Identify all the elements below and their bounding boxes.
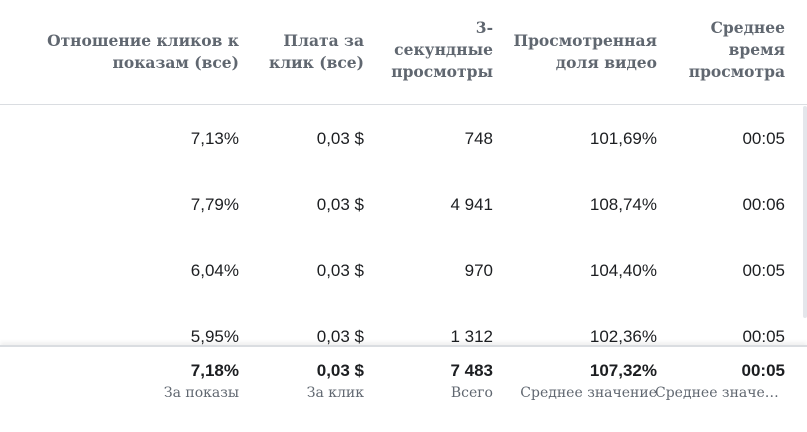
column-header-video-watched-share[interactable]: Просмотренная доля видео: [513, 31, 657, 72]
cell-cpc: 0,03 $: [316, 327, 364, 346]
table-row[interactable]: 5,95% 0,03 $ 1 312 102,36% 00:05: [0, 304, 807, 370]
cell-ctr: 6,04%: [190, 261, 239, 280]
cell-cpc: 0,03 $: [316, 129, 364, 148]
cell-3s-views: 748: [464, 129, 493, 148]
cell-avg-watch-time: 00:05: [742, 327, 785, 346]
total-video-watched-share-value: 107,32%: [589, 361, 657, 380]
cell-cpc: 0,03 $: [316, 195, 364, 214]
cell-ctr: 5,95%: [190, 327, 239, 346]
total-avg-watch-time-value: 00:05: [741, 361, 785, 380]
cell-avg-watch-time: 00:05: [742, 261, 785, 280]
vertical-scrollbar[interactable]: [803, 106, 807, 318]
cell-ctr: 7,79%: [190, 195, 239, 214]
column-header-avg-watch-time[interactable]: Среднее время просмотра: [688, 18, 785, 81]
cell-video-watched-share: 108,74%: [589, 195, 657, 214]
cell-avg-watch-time: 00:05: [742, 129, 785, 148]
total-avg-watch-time-label: Среднее значен…: [655, 385, 785, 401]
cell-video-watched-share: 101,69%: [589, 129, 657, 148]
total-cpc-value: 0,03 $: [316, 361, 364, 380]
total-ctr-value: 7,18%: [190, 361, 239, 380]
column-header-ctr[interactable]: Отношение кликов к показам (все): [47, 31, 239, 72]
totals-row: 7,18% За показы 0,03 $ За клик 7 483 Все…: [0, 345, 807, 432]
total-3s-views-value: 7 483: [450, 361, 493, 380]
table-row[interactable]: 7,79% 0,03 $ 4 941 108,74% 00:06: [0, 172, 807, 238]
column-header-cpc[interactable]: Плата за клик (все): [269, 31, 364, 72]
cell-ctr: 7,13%: [190, 129, 239, 148]
cell-video-watched-share: 104,40%: [589, 261, 657, 280]
table-header: Отношение кликов к показам (все) Плата з…: [0, 0, 807, 105]
total-cpc-label: За клик: [306, 385, 364, 401]
total-ctr-label: За показы: [163, 385, 239, 401]
cell-3s-views: 4 941: [450, 195, 493, 214]
cell-3s-views: 970: [464, 261, 493, 280]
total-video-watched-share-label: Среднее значение: [520, 385, 657, 401]
cell-video-watched-share: 102,36%: [589, 327, 657, 346]
cell-3s-views: 1 312: [450, 327, 493, 346]
total-3s-views-label: Всего: [450, 385, 493, 401]
column-header-3s-views[interactable]: 3- секундные просмотры: [391, 18, 493, 81]
table-row[interactable]: 6,04% 0,03 $ 970 104,40% 00:05: [0, 238, 807, 304]
cell-cpc: 0,03 $: [316, 261, 364, 280]
table-row[interactable]: 7,13% 0,03 $ 748 101,69% 00:05: [0, 106, 807, 172]
cell-avg-watch-time: 00:06: [742, 195, 785, 214]
